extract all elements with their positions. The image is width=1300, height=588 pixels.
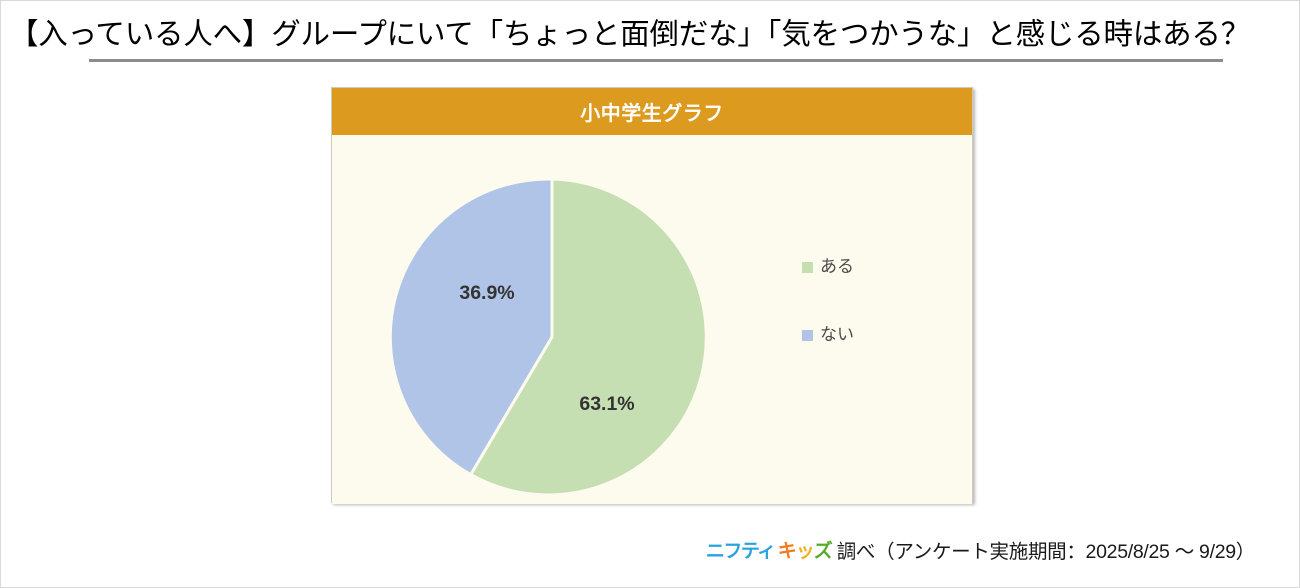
legend-item-nai[interactable]: ない	[802, 323, 962, 347]
brand-kids-char-3: ズ	[813, 539, 834, 562]
legend-item-aru[interactable]: ある	[802, 255, 962, 279]
pie-slice-aru[interactable]	[468, 177, 708, 497]
chart-plot-area: 63.1% 36.9% ある ない	[332, 135, 972, 504]
title-divider	[89, 59, 1223, 63]
nifty-kids-logo: ニフティ キッズ	[705, 536, 834, 562]
footer: ニフティ キッズ 調べ（アンケート実施期間：2025/8/25 ～ 9/29）	[1, 529, 1291, 569]
brand-nifty-text: ニフティ	[705, 540, 776, 562]
legend-label-nai: ない	[820, 325, 854, 344]
pie-chart: 63.1% 36.9%	[390, 177, 708, 497]
survey-period-text: 調べ（アンケート実施期間：2025/8/25 ～ 9/29）	[836, 540, 1256, 563]
brand-kids-char-2: ッ	[795, 539, 816, 562]
brand-kids-char-1: キ	[776, 539, 797, 562]
chart-card: 小中学生グラフ 63.1% 36.9% ある ない	[331, 87, 973, 504]
chart-title: 小中学生グラフ	[332, 88, 972, 135]
chart-legend: ある ない	[802, 255, 962, 391]
legend-swatch-icon-nai	[802, 329, 813, 341]
brand-kids-text: キッズ	[776, 536, 834, 562]
legend-swatch-icon-aru	[802, 261, 813, 273]
pie-slice-nai[interactable]	[390, 177, 554, 477]
legend-label-aru: ある	[820, 257, 854, 276]
pie-label-nai: 36.9%	[459, 282, 514, 304]
pie-label-aru: 63.1%	[579, 393, 634, 415]
page-title: 【入っている人へ】グループにいて「ちょっと面倒だな」「気をつかうな」と感じる時は…	[9, 18, 1251, 51]
